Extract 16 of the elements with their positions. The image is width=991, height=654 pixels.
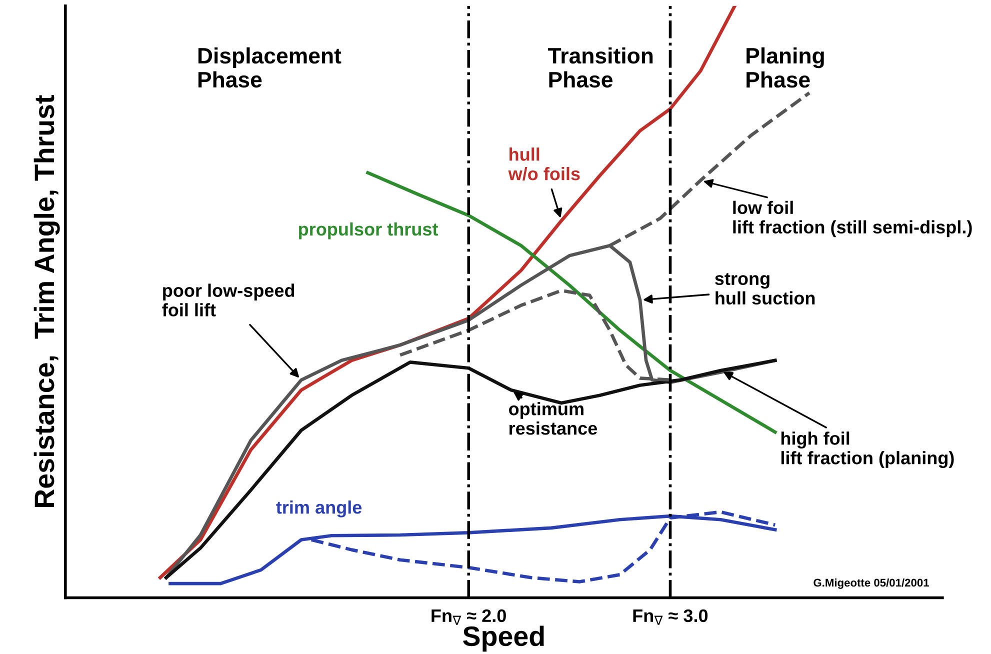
annotation: strong hull suction [715,273,815,305]
annotation: low foil lift fraction (still semi-displ.) [733,200,972,238]
x-axis-title: Speed [463,626,544,652]
annotation: Displacement Phase [198,47,342,88]
x-tick-label: Fn$_{∇}$ ≈ 2.0 [432,609,506,625]
annotation: G.Migeotte 05/01/2001 [814,578,929,589]
annotation: Transition Phase [548,47,653,88]
series-label: propulsor thrust [299,222,438,240]
x-tick-label: Fn$_{∇}$ ≈ 3.0 [633,609,708,625]
annotation: poor low-speed foil lift [162,284,294,316]
series-label: trim angle [276,500,362,518]
annotation: high foil lift fraction (planing) [781,432,954,468]
annotation: optimum resistance [509,402,598,435]
annotation: Planing Phase [746,47,824,88]
y-axis-title: Resistance, Trim Angle, Thrust [34,95,60,508]
series-label: hull w/o foils [508,148,580,180]
